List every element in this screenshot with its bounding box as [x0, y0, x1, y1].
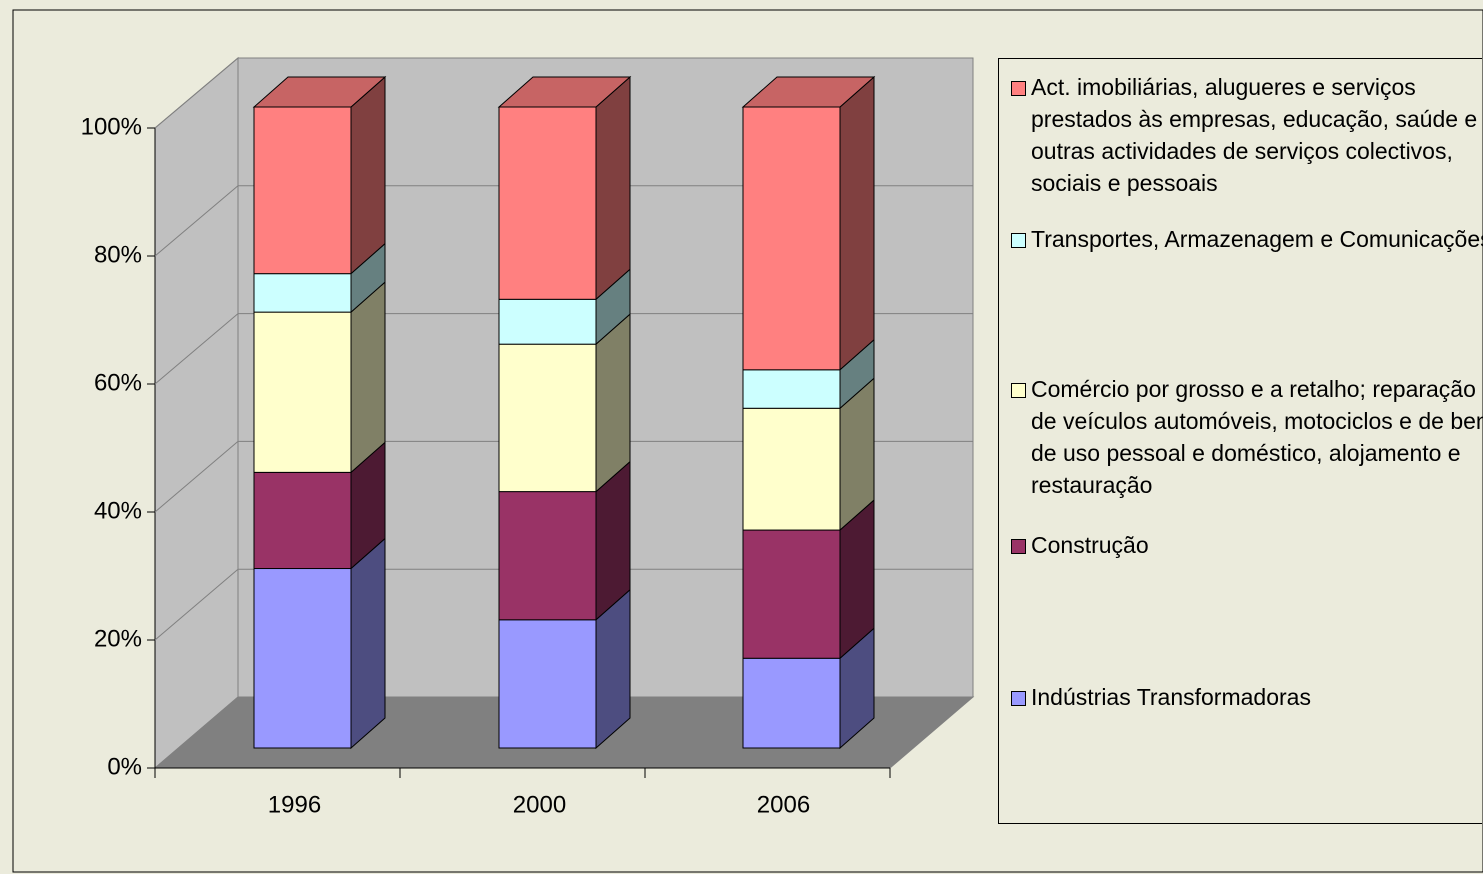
legend: Act. imobiliárias, alugueres e serviços … [998, 58, 1483, 824]
bar-top [741, 76, 876, 108]
bar [742, 657, 841, 749]
bar [498, 343, 597, 493]
bar [253, 106, 352, 275]
legend-label: Indústrias Transformadoras [1031, 684, 1311, 710]
bar [498, 491, 597, 621]
bar-top [252, 76, 387, 108]
legend-swatch [1011, 691, 1026, 706]
bar-side [595, 75, 631, 301]
bar [253, 471, 352, 570]
bar [742, 529, 841, 659]
bar [742, 369, 841, 409]
legend-entry: Transportes, Armazenagem e Comunicações [1009, 223, 1483, 255]
legend-entry: Comércio por grosso e a retalho; reparaç… [1009, 373, 1483, 501]
bar [253, 568, 352, 749]
grid-line [154, 568, 239, 641]
grid-line [154, 57, 239, 129]
frame [12, 9, 1483, 873]
bar [498, 106, 597, 300]
x-tick-label: 2000 [513, 791, 566, 818]
legend-label: Transportes, Armazenagem e Comunicações [1031, 226, 1483, 252]
x-tick-label: 2006 [757, 791, 810, 818]
bar-side [350, 537, 386, 750]
legend-swatch [1011, 539, 1026, 554]
y-tick-label: 80% [94, 241, 142, 268]
legend-swatch [1011, 233, 1026, 248]
legend-entry: Indústrias Transformadoras [1009, 681, 1483, 713]
bar [742, 407, 841, 531]
bar-side [350, 281, 386, 474]
side-wall [154, 56, 239, 770]
legend-label: Act. imobiliárias, alugueres e serviços … [1031, 74, 1478, 196]
bar [742, 106, 841, 371]
y-tick-label: 0% [107, 753, 142, 780]
legend-entry: Construção [1009, 529, 1483, 561]
y-tick-label: 60% [94, 369, 142, 396]
bar-side [839, 75, 875, 371]
y-tick-label: 100% [81, 113, 142, 140]
bar [253, 273, 352, 313]
legend-swatch [1011, 383, 1026, 398]
bar [253, 311, 352, 473]
bar-top [497, 76, 632, 108]
grid-line [154, 185, 239, 257]
legend-label: Comércio por grosso e a retalho; reparaç… [1031, 376, 1483, 498]
bar [498, 298, 597, 345]
y-tick-label: 40% [94, 497, 142, 524]
bar-side [350, 75, 386, 275]
grid-line [154, 441, 239, 513]
y-tick-label: 20% [94, 625, 142, 652]
bar-side [595, 313, 631, 493]
grid-line [154, 313, 239, 385]
x-tick-label: 1996 [268, 791, 321, 818]
legend-label: Construção [1031, 532, 1149, 558]
legend-swatch [1011, 81, 1026, 96]
legend-entry: Act. imobiliárias, alugueres e serviços … [1009, 71, 1483, 199]
bar [498, 619, 597, 749]
